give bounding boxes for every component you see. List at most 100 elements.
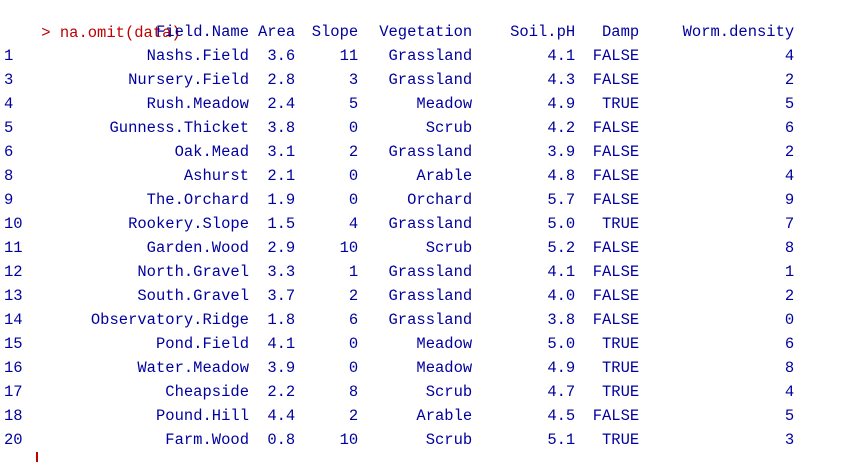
worm-density-cell: 2 xyxy=(784,287,795,305)
soil-ph-cell: 3.9 xyxy=(547,143,576,161)
row-name-cell: 17 xyxy=(4,383,23,401)
area-cell: 1.8 xyxy=(267,311,296,329)
table-row: 17 Cheapside 2.2 8 Scrub 4.7 TRUE 4 xyxy=(4,380,794,404)
table-row: 5 Gunness.Thicket 3.8 0 Scrub 4.2 FALSE 6 xyxy=(4,116,794,140)
area-cell: 1.5 xyxy=(267,215,296,233)
slope-cell: 2 xyxy=(348,287,359,305)
slope-cell: 2 xyxy=(348,143,359,161)
row-name-cell: 11 xyxy=(4,239,23,257)
row-name-cell: 4 xyxy=(4,95,14,113)
header-soil-ph: Soil.pH xyxy=(510,23,576,41)
vegetation-cell: Scrub xyxy=(425,239,473,257)
soil-ph-cell: 5.0 xyxy=(547,215,576,233)
damp-cell: FALSE xyxy=(592,287,640,305)
command-text: na.omit(data) xyxy=(59,24,181,42)
area-cell: 2.2 xyxy=(267,383,296,401)
header-vegetation: Vegetation xyxy=(379,23,473,41)
area-cell: 3.1 xyxy=(267,143,296,161)
field-name-cell: Gunness.Thicket xyxy=(109,119,249,137)
table-row: 8 Ashurst 2.1 0 Arable 4.8 FALSE 4 xyxy=(4,164,794,188)
worm-density-cell: 8 xyxy=(784,359,795,377)
worm-density-cell: 2 xyxy=(784,143,795,161)
field-name-cell: Pond.Field xyxy=(155,335,249,353)
soil-ph-cell: 4.1 xyxy=(547,47,576,65)
worm-density-cell: 9 xyxy=(784,191,795,209)
field-name-cell: South.Gravel xyxy=(137,287,249,305)
row-name-cell: 14 xyxy=(4,311,23,329)
slope-cell: 8 xyxy=(348,383,359,401)
area-cell: 4.4 xyxy=(267,407,296,425)
soil-ph-cell: 4.7 xyxy=(547,383,576,401)
soil-ph-cell: 4.3 xyxy=(547,71,576,89)
row-name-cell: 10 xyxy=(4,215,23,233)
area-cell: 3.9 xyxy=(267,359,296,377)
field-name-cell: Nashs.Field xyxy=(146,47,249,65)
soil-ph-cell: 4.0 xyxy=(547,287,576,305)
slope-cell: 10 xyxy=(339,431,359,449)
worm-density-cell: 6 xyxy=(784,335,795,353)
worm-density-cell: 8 xyxy=(784,239,795,257)
row-name-cell: 12 xyxy=(4,263,23,281)
table-row: 20 Farm.Wood 0.8 10 Scrub 5.1 TRUE 3 xyxy=(4,428,794,452)
header-damp: Damp xyxy=(602,23,640,41)
slope-cell: 2 xyxy=(348,407,359,425)
table-row: 6 Oak.Mead 3.1 2 Grassland 3.9 FALSE 2 xyxy=(4,140,794,164)
table-row: 11 Garden.Wood 2.9 10 Scrub 5.2 FALSE 8 xyxy=(4,236,794,260)
command-line: > na.omit(data) xyxy=(4,0,181,42)
table-row: 10 Rookery.Slope 1.5 4 Grassland 5.0 TRUE 7 xyxy=(4,212,794,236)
soil-ph-cell: 4.8 xyxy=(547,167,576,185)
soil-ph-cell: 4.2 xyxy=(547,119,576,137)
damp-cell: TRUE xyxy=(602,215,640,233)
header-field-name: Field.Name xyxy=(155,23,249,41)
slope-cell: 6 xyxy=(348,311,359,329)
worm-density-cell: 4 xyxy=(784,167,795,185)
row-name-cell: 8 xyxy=(4,167,14,185)
vegetation-cell: Meadow xyxy=(416,95,473,113)
slope-cell: 0 xyxy=(348,167,359,185)
damp-cell: FALSE xyxy=(592,71,640,89)
field-name-cell: Cheapside xyxy=(165,383,249,401)
soil-ph-cell: 4.9 xyxy=(547,359,576,377)
worm-density-cell: 5 xyxy=(784,95,795,113)
row-name-cell: 13 xyxy=(4,287,23,305)
vegetation-cell: Orchard xyxy=(407,191,473,209)
worm-density-cell: 2 xyxy=(784,71,795,89)
table-row: 9 The.Orchard 1.9 0 Orchard 5.7 FALSE 9 xyxy=(4,188,794,212)
vegetation-cell: Scrub xyxy=(425,383,473,401)
worm-density-cell: 5 xyxy=(784,407,795,425)
slope-cell: 3 xyxy=(348,71,359,89)
soil-ph-cell: 4.9 xyxy=(547,95,576,113)
row-name-cell: 1 xyxy=(4,47,14,65)
damp-cell: FALSE xyxy=(592,47,640,65)
table-row: 1 Nashs.Field 3.6 11 Grassland 4.1 FALSE 4 xyxy=(4,44,794,68)
vegetation-cell: Arable xyxy=(416,167,473,185)
table-row: 13 South.Gravel 3.7 2 Grassland 4.0 FALSE 2 xyxy=(4,284,794,308)
soil-ph-cell: 5.1 xyxy=(547,431,576,449)
header-area: Area xyxy=(258,23,296,41)
text-cursor xyxy=(36,452,38,462)
area-cell: 2.4 xyxy=(267,95,296,113)
area-cell: 3.3 xyxy=(267,263,296,281)
header-worm-density: Worm.density xyxy=(682,23,795,41)
area-cell: 3.7 xyxy=(267,287,296,305)
table-row: 15 Pond.Field 4.1 0 Meadow 5.0 TRUE 6 xyxy=(4,332,794,356)
vegetation-cell: Grassland xyxy=(388,287,473,305)
field-name-cell: Ashurst xyxy=(183,167,249,185)
damp-cell: TRUE xyxy=(602,431,640,449)
table-row: 18 Pound.Hill 4.4 2 Arable 4.5 FALSE 5 xyxy=(4,404,794,428)
vegetation-cell: Grassland xyxy=(388,263,473,281)
field-name-cell: Nursery.Field xyxy=(128,71,249,89)
vegetation-cell: Grassland xyxy=(388,215,473,233)
vegetation-cell: Meadow xyxy=(416,359,473,377)
area-cell: 3.6 xyxy=(267,47,296,65)
vegetation-cell: Scrub xyxy=(425,119,473,137)
worm-density-cell: 4 xyxy=(784,47,795,65)
worm-density-cell: 1 xyxy=(784,263,795,281)
area-cell: 2.9 xyxy=(267,239,296,257)
damp-cell: TRUE xyxy=(602,95,640,113)
damp-cell: TRUE xyxy=(602,359,640,377)
field-name-cell: Water.Meadow xyxy=(137,359,249,377)
row-name-cell: 5 xyxy=(4,119,14,137)
slope-cell: 0 xyxy=(348,119,359,137)
